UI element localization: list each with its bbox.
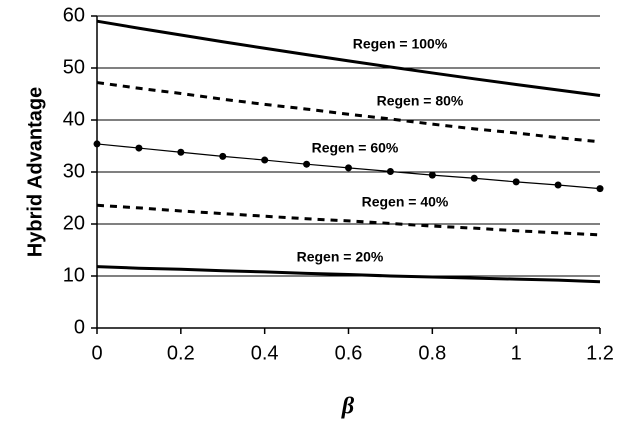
x-tick-label: 0 xyxy=(91,342,102,364)
series-label: Regen = 60% xyxy=(312,140,399,156)
y-tick-label: 30 xyxy=(63,160,85,182)
point xyxy=(177,148,185,156)
y-tick-label: 0 xyxy=(74,316,85,338)
point xyxy=(261,156,269,164)
point xyxy=(428,171,436,179)
x-tick-label: 0.8 xyxy=(418,342,446,364)
series-line xyxy=(96,203,601,237)
series-label: Regen = 80% xyxy=(377,93,464,109)
x-tick-label: 0.4 xyxy=(251,342,279,364)
point xyxy=(303,160,311,168)
y-tick-label: 50 xyxy=(63,56,85,78)
point xyxy=(345,164,352,172)
y-tick-label: 40 xyxy=(63,108,85,130)
x-axis-label: β xyxy=(341,394,355,420)
y-tick-label: 60 xyxy=(63,4,85,26)
point xyxy=(470,174,478,182)
series-label: Regen = 100% xyxy=(353,36,448,52)
point xyxy=(554,181,562,189)
series-line xyxy=(96,265,601,284)
point xyxy=(93,140,101,148)
y-tick-label: 10 xyxy=(63,264,85,286)
x-tick-label: 1 xyxy=(511,342,522,364)
point xyxy=(219,152,227,160)
x-tick-label: 1.2 xyxy=(586,342,614,364)
series-label: Regen = 20% xyxy=(297,249,384,265)
x-tick-label: 0.6 xyxy=(335,342,363,364)
point xyxy=(135,144,143,152)
point xyxy=(512,178,520,186)
point xyxy=(596,185,604,193)
y-axis-label: Hybrid Advantage xyxy=(24,87,46,257)
series-line xyxy=(96,81,601,144)
x-tick-label: 0.2 xyxy=(167,342,195,364)
y-tick-label: 20 xyxy=(63,212,85,234)
series-line xyxy=(96,19,601,97)
series-label: Regen = 40% xyxy=(362,194,449,210)
point xyxy=(386,167,394,175)
